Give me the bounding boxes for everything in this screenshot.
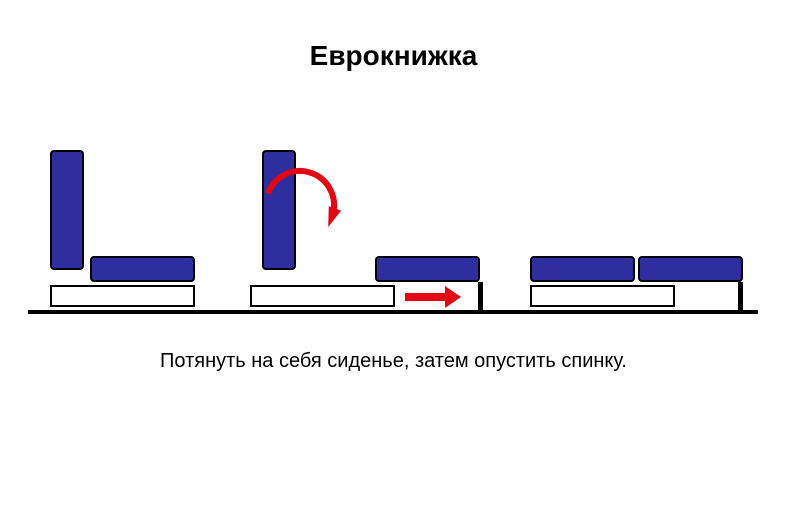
stage-2-transition-arrow-straight — [405, 286, 463, 308]
backrest-flat — [530, 256, 635, 282]
stage-1-closed-frame — [50, 285, 195, 307]
floor-line — [28, 310, 758, 314]
seat-cushion — [90, 256, 195, 282]
stage-2-transition-arrow-curved — [256, 161, 344, 249]
stage-3-flat-frame — [530, 285, 675, 307]
diagram-title: Еврокнижка — [0, 40, 787, 72]
sofa-diagram — [0, 130, 787, 320]
stage-2-transition-leg-0 — [478, 282, 483, 310]
backrest-upright — [50, 150, 84, 270]
stage-3-flat-leg-0 — [738, 282, 743, 310]
diagram-caption: Потянуть на себя сиденье, затем опустить… — [0, 350, 787, 373]
seat-cushion-pulled — [375, 256, 480, 282]
seat-cushion-flat — [638, 256, 743, 282]
stage-2-transition-frame — [250, 285, 395, 307]
